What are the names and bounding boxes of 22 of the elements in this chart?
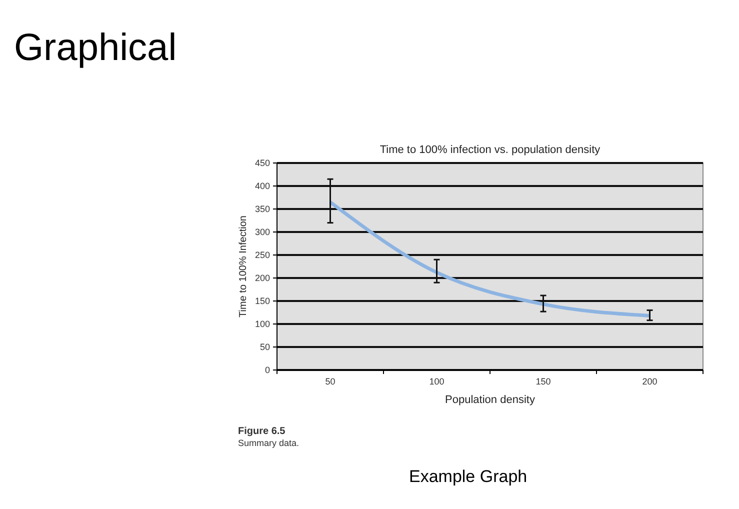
y-tick-label: 150 [254,296,270,306]
x-axis-title: Population density [445,394,536,406]
y-tick-label: 250 [254,250,270,260]
text: Summary data. [238,438,300,448]
caption: Figure 6.5 [238,426,286,437]
text: Example Graph [409,467,528,486]
y-tick-label: 450 [254,158,270,168]
y-tick-label: 200 [254,272,270,283]
x-tick-label: 50 [325,376,336,386]
x-tick-label: 100 [429,376,444,386]
y-tick-label: 0 [264,364,270,375]
y-tick-label: 100 [254,318,270,329]
chart-title: Time to 100% infection vs. population density [380,144,601,156]
x-tick-label: 200 [642,376,658,386]
line-series [328,200,652,318]
text: Graphical [14,27,177,69]
x-tick-label: 150 [536,376,551,386]
y-axis-title: Time to 100% Infection [238,216,249,318]
y-tick-label: 350 [254,204,270,214]
y-tick-label: 400 [254,180,270,191]
y-tick-label: 50 [260,342,270,352]
y-tick-label: 300 [254,226,270,237]
